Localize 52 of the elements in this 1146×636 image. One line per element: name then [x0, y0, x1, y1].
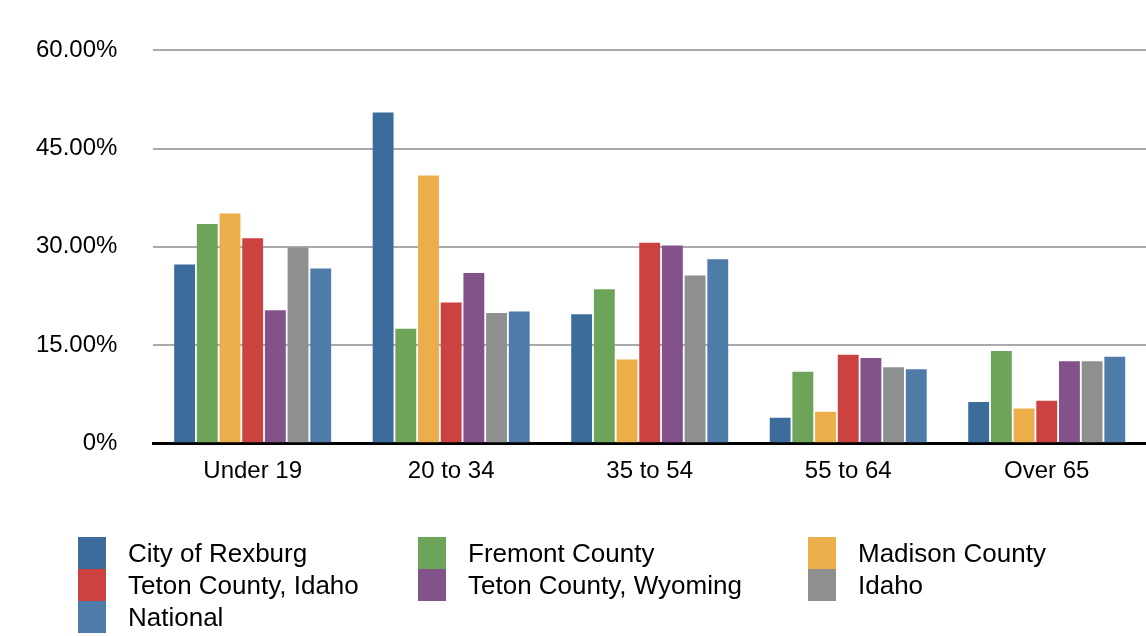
bar: [440, 302, 462, 443]
x-tick-label: 35 to 54: [606, 456, 694, 484]
bar: [860, 358, 882, 443]
bar: [1058, 361, 1080, 443]
bar: [769, 417, 791, 443]
bar: [287, 247, 309, 443]
bar: [684, 275, 706, 443]
bar: [707, 259, 729, 443]
x-tick-label: Under 19: [203, 456, 303, 484]
bar: [616, 359, 638, 443]
bar: [1036, 400, 1058, 443]
bar: [905, 369, 927, 443]
bar: [837, 354, 859, 443]
bar: [264, 310, 286, 443]
bar: [463, 272, 485, 443]
legend-label: Teton County, Idaho: [128, 569, 359, 601]
bar: [815, 411, 836, 443]
legend-label: Fremont County: [468, 537, 655, 569]
y-tick-label: 60.00%: [35, 35, 118, 63]
legend-label: Madison County: [858, 537, 1046, 569]
bar: [486, 312, 507, 443]
bar: [196, 223, 218, 443]
legend-label: Teton County, Wyoming: [468, 569, 742, 601]
bar: [174, 264, 196, 443]
bar: [1104, 356, 1126, 443]
x-tick-label: 20 to 34: [407, 456, 495, 484]
bar: [1013, 408, 1035, 443]
bar: [593, 289, 615, 443]
x-tick-label: 55 to 64: [804, 456, 892, 484]
bar: [508, 311, 530, 443]
bar: [395, 328, 417, 443]
bar: [968, 401, 990, 443]
y-tick-label: 30.00%: [35, 231, 118, 259]
bar: [1081, 361, 1103, 443]
y-tick-label: 0%: [82, 427, 118, 455]
bar: [219, 213, 241, 443]
bar: [242, 238, 264, 443]
bar: [310, 268, 332, 443]
bar: [571, 314, 593, 443]
bar: [372, 112, 394, 443]
legend-label: City of Rexburg: [128, 537, 308, 569]
bar: [661, 245, 683, 443]
bar: [792, 371, 814, 443]
legend-label: Idaho: [858, 569, 924, 601]
bar: [990, 350, 1012, 443]
bar: [883, 367, 905, 443]
bar: [418, 175, 439, 443]
x-tick-label: Over 65: [1004, 456, 1090, 484]
legend-label: National: [128, 601, 224, 633]
y-tick-label: 15.00%: [35, 329, 118, 357]
bar: [639, 242, 661, 443]
y-tick-label: 45.00%: [35, 133, 118, 161]
